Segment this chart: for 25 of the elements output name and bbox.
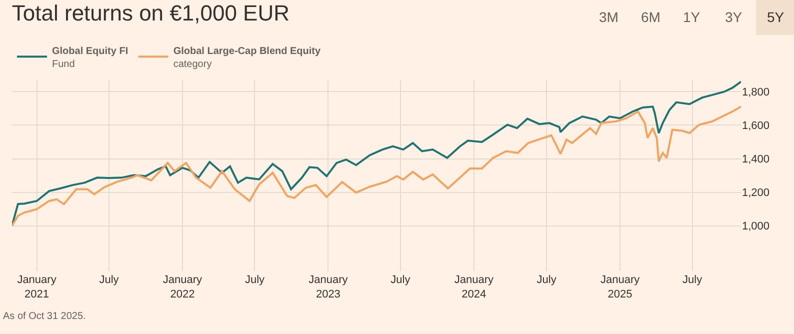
y-tick-label: 1,800 <box>742 86 770 99</box>
text: 6M <box>641 9 660 25</box>
x-tick-label: January 2025 <box>600 274 640 300</box>
y-tick-label: 1,000 <box>742 220 770 233</box>
text: 5Y <box>767 9 785 25</box>
x-tick-label: January 2022 <box>162 274 203 300</box>
y-tick-label: 1,600 <box>742 120 770 132</box>
x-tick-label: July <box>390 274 411 286</box>
x-tick-label: January 2024 <box>454 274 494 300</box>
legend-label: Global Equity FI Fund <box>52 46 128 70</box>
y-tick-label: 1,400 <box>742 154 770 166</box>
x-tick-label: January 2023 <box>308 274 348 300</box>
x-tick-label: January 2021 <box>17 274 57 300</box>
x-tick-label: July <box>99 274 120 286</box>
x-tick-label: July <box>536 274 557 286</box>
x-tick-label: July <box>244 274 266 286</box>
text: As of Oct 31 2025. <box>3 311 86 322</box>
x-tick-label: July <box>682 274 703 286</box>
text: 1Y <box>683 9 701 25</box>
legend-label: Global Large-Cap Blend Equity category <box>173 46 322 70</box>
line-series <box>12 106 741 227</box>
text: 3M <box>599 9 618 25</box>
chart-title: Total returns on €1,000 EUR <box>12 0 290 26</box>
y-tick-label: 1,200 <box>742 187 770 200</box>
text: 3Y <box>725 9 743 25</box>
